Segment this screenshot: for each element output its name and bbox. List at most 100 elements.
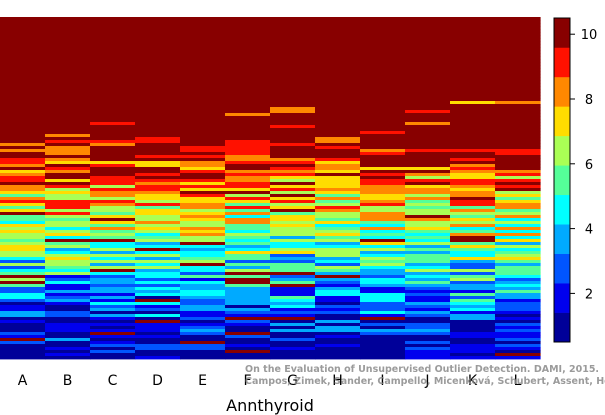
heatmap-cell-L xyxy=(495,230,541,234)
heatmap-cell-F xyxy=(225,230,271,234)
heatmap-cell-A xyxy=(0,227,46,231)
heatmap-cell-D xyxy=(135,38,181,42)
heatmap-cell-F xyxy=(225,185,271,189)
heatmap-cell-B xyxy=(45,251,91,255)
x-tick-label: D xyxy=(152,373,163,389)
heatmap-cell-I xyxy=(360,167,406,171)
heatmap-cell-A xyxy=(0,113,46,117)
heatmap-cell-K xyxy=(450,311,496,315)
heatmap-cell-L xyxy=(495,341,541,345)
heatmap-cell-J xyxy=(405,329,451,333)
heatmap-cell-C xyxy=(90,338,136,342)
heatmap-cell-A xyxy=(0,20,46,24)
heatmap-cell-H xyxy=(315,113,361,117)
heatmap-cell-D xyxy=(135,161,181,165)
heatmap-cell-A xyxy=(0,80,46,84)
heatmap-cell-J xyxy=(405,311,451,315)
heatmap-cell-E xyxy=(180,128,226,132)
heatmap-cell-B xyxy=(45,317,91,321)
heatmap-cell-B xyxy=(45,83,91,87)
heatmap-cell-I xyxy=(360,89,406,93)
heatmap-cell-I xyxy=(360,206,406,210)
heatmap-cell-B xyxy=(45,161,91,165)
heatmap-cell-J xyxy=(405,290,451,294)
heatmap-cell-K xyxy=(450,101,496,105)
heatmap-cell-L xyxy=(495,140,541,144)
heatmap-cell-F xyxy=(225,344,271,348)
heatmap-cell-L xyxy=(495,155,541,159)
heatmap-cell-G xyxy=(270,221,316,225)
heatmap-cell-F xyxy=(225,188,271,192)
heatmap-cell-I xyxy=(360,284,406,288)
heatmap-cell-J xyxy=(405,137,451,141)
heatmap-cell-J xyxy=(405,32,451,36)
heatmap-cell-L xyxy=(495,356,541,360)
heatmap-cell-E xyxy=(180,308,226,312)
heatmap-cell-C xyxy=(90,29,136,33)
heatmap-cell-K xyxy=(450,176,496,180)
heatmap-cell-J xyxy=(405,263,451,267)
heatmap-cell-E xyxy=(180,245,226,249)
heatmap-cell-H xyxy=(315,230,361,234)
heatmap-cell-A xyxy=(0,284,46,288)
heatmap-cell-E xyxy=(180,272,226,276)
heatmap-cell-H xyxy=(315,299,361,303)
heatmap-cell-I xyxy=(360,53,406,57)
heatmap-cell-B xyxy=(45,164,91,168)
heatmap-cell-H xyxy=(315,308,361,312)
heatmap-cell-G xyxy=(270,98,316,102)
heatmap-cell-F xyxy=(225,224,271,228)
heatmap-cell-B xyxy=(45,17,91,21)
heatmap-cell-G xyxy=(270,275,316,279)
heatmap-cell-I xyxy=(360,155,406,159)
heatmap-cell-K xyxy=(450,314,496,318)
heatmap-cell-F xyxy=(225,233,271,237)
heatmap-cell-K xyxy=(450,344,496,348)
heatmap-cell-E xyxy=(180,320,226,324)
heatmap-cell-A xyxy=(0,311,46,315)
heatmap-cell-D xyxy=(135,92,181,96)
heatmap-cell-D xyxy=(135,278,181,282)
heatmap-cell-L xyxy=(495,224,541,228)
heatmap-cell-C xyxy=(90,86,136,90)
heatmap-cell-A xyxy=(0,56,46,60)
heatmap-cell-A xyxy=(0,314,46,318)
heatmap-cell-G xyxy=(270,257,316,261)
heatmap-cell-I xyxy=(360,344,406,348)
heatmap-cell-B xyxy=(45,80,91,84)
heatmap-cell-K xyxy=(450,26,496,30)
heatmap-cell-G xyxy=(270,104,316,108)
watermark-line-2: Campos, Zimek, Sander, Campello, Micenko… xyxy=(245,376,605,387)
heatmap-cell-L xyxy=(495,245,541,249)
heatmap-cell-F xyxy=(225,356,271,360)
heatmap-cell-C xyxy=(90,92,136,96)
heatmap-cell-K xyxy=(450,83,496,87)
heatmap-cell-J xyxy=(405,209,451,213)
heatmap-cell-G xyxy=(270,353,316,357)
heatmap-cell-K xyxy=(450,245,496,249)
heatmap-cell-H xyxy=(315,125,361,129)
heatmap-cell-I xyxy=(360,293,406,297)
heatmap-cell-G xyxy=(270,83,316,87)
heatmap-cell-H xyxy=(315,347,361,351)
heatmap-cell-I xyxy=(360,269,406,273)
colorbar-tick-label: 10 xyxy=(581,28,598,43)
heatmap-cell-G xyxy=(270,89,316,93)
heatmap-cell-F xyxy=(225,110,271,114)
heatmap-cell-J xyxy=(405,62,451,66)
heatmap-cell-L xyxy=(495,329,541,333)
heatmap-cell-L xyxy=(495,296,541,300)
heatmap-cell-G xyxy=(270,158,316,162)
heatmap-cell-G xyxy=(270,230,316,234)
heatmap-cell-G xyxy=(270,53,316,57)
heatmap-cell-K xyxy=(450,53,496,57)
heatmap-cell-B xyxy=(45,77,91,81)
heatmap-cell-K xyxy=(450,92,496,96)
heatmap-cell-C xyxy=(90,122,136,126)
heatmap-cell-A xyxy=(0,221,46,225)
heatmap-cell-A xyxy=(0,26,46,30)
heatmap-cell-H xyxy=(315,182,361,186)
heatmap-cell-C xyxy=(90,212,136,216)
heatmap-cell-A xyxy=(0,233,46,237)
heatmap-cell-K xyxy=(450,221,496,225)
